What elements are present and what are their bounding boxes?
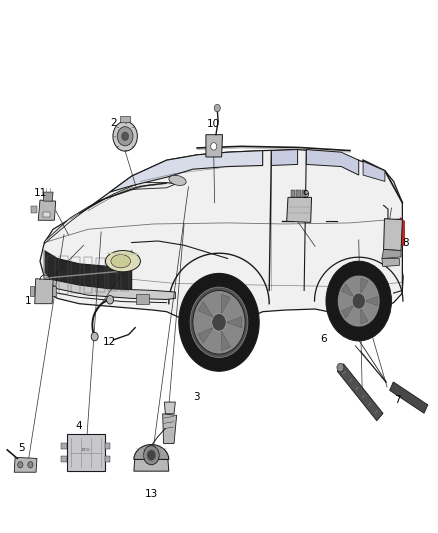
Circle shape (122, 132, 129, 141)
Circle shape (147, 450, 155, 461)
Polygon shape (389, 382, 428, 413)
Polygon shape (110, 151, 263, 192)
Circle shape (326, 261, 392, 341)
Polygon shape (337, 364, 383, 421)
Polygon shape (30, 286, 34, 296)
Polygon shape (52, 286, 56, 296)
Text: 12: 12 (102, 337, 116, 347)
Polygon shape (40, 150, 403, 325)
Polygon shape (67, 434, 105, 471)
Circle shape (337, 364, 344, 372)
Polygon shape (382, 249, 401, 259)
Polygon shape (363, 161, 385, 181)
Polygon shape (342, 284, 353, 296)
Text: 6: 6 (321, 334, 327, 344)
Circle shape (113, 122, 138, 151)
Polygon shape (291, 190, 295, 197)
Circle shape (211, 143, 217, 150)
Polygon shape (306, 150, 359, 175)
Polygon shape (272, 150, 297, 165)
Text: 5: 5 (18, 443, 25, 453)
Circle shape (179, 273, 259, 371)
Polygon shape (120, 116, 131, 123)
Text: 10: 10 (207, 119, 220, 129)
Circle shape (91, 332, 98, 341)
Polygon shape (221, 294, 230, 314)
Bar (136, 294, 149, 304)
Polygon shape (301, 190, 306, 197)
Text: 2: 2 (110, 118, 117, 128)
Polygon shape (105, 456, 110, 462)
Polygon shape (384, 219, 403, 251)
Polygon shape (43, 192, 53, 201)
Polygon shape (134, 459, 169, 471)
Polygon shape (44, 251, 132, 297)
Text: 9: 9 (302, 190, 309, 200)
Circle shape (193, 290, 245, 354)
Text: 13: 13 (145, 489, 158, 499)
Text: 8: 8 (403, 238, 409, 247)
Text: 11: 11 (33, 188, 46, 198)
Polygon shape (296, 190, 300, 197)
Polygon shape (342, 306, 353, 318)
Polygon shape (382, 259, 399, 266)
Ellipse shape (106, 251, 141, 272)
Polygon shape (14, 457, 37, 472)
Text: 7: 7 (394, 395, 400, 406)
Text: 1: 1 (25, 296, 32, 306)
Polygon shape (162, 414, 177, 443)
Polygon shape (206, 135, 223, 157)
Ellipse shape (169, 175, 186, 185)
Circle shape (214, 104, 220, 112)
Polygon shape (221, 330, 230, 351)
Polygon shape (44, 272, 175, 300)
Circle shape (212, 313, 226, 331)
Polygon shape (35, 279, 53, 304)
Circle shape (352, 293, 365, 309)
Polygon shape (287, 197, 311, 222)
Polygon shape (61, 456, 67, 462)
Polygon shape (105, 443, 110, 449)
Text: ECU: ECU (81, 448, 90, 452)
Text: 4: 4 (75, 421, 82, 431)
Polygon shape (365, 296, 377, 305)
Polygon shape (38, 200, 56, 220)
Polygon shape (164, 402, 175, 414)
Polygon shape (43, 212, 50, 217)
Circle shape (28, 462, 33, 468)
Circle shape (18, 462, 23, 468)
Circle shape (190, 287, 248, 358)
Circle shape (106, 295, 113, 304)
Polygon shape (134, 445, 169, 459)
Polygon shape (31, 206, 37, 213)
Circle shape (144, 446, 159, 465)
Polygon shape (44, 182, 175, 244)
Circle shape (117, 127, 133, 146)
Polygon shape (198, 302, 213, 317)
Polygon shape (198, 327, 213, 343)
Polygon shape (361, 309, 368, 324)
Polygon shape (61, 443, 67, 449)
Circle shape (337, 275, 380, 327)
Polygon shape (400, 217, 405, 245)
Text: 3: 3 (193, 392, 200, 402)
Ellipse shape (111, 255, 131, 268)
Polygon shape (361, 278, 368, 294)
Polygon shape (226, 317, 242, 328)
